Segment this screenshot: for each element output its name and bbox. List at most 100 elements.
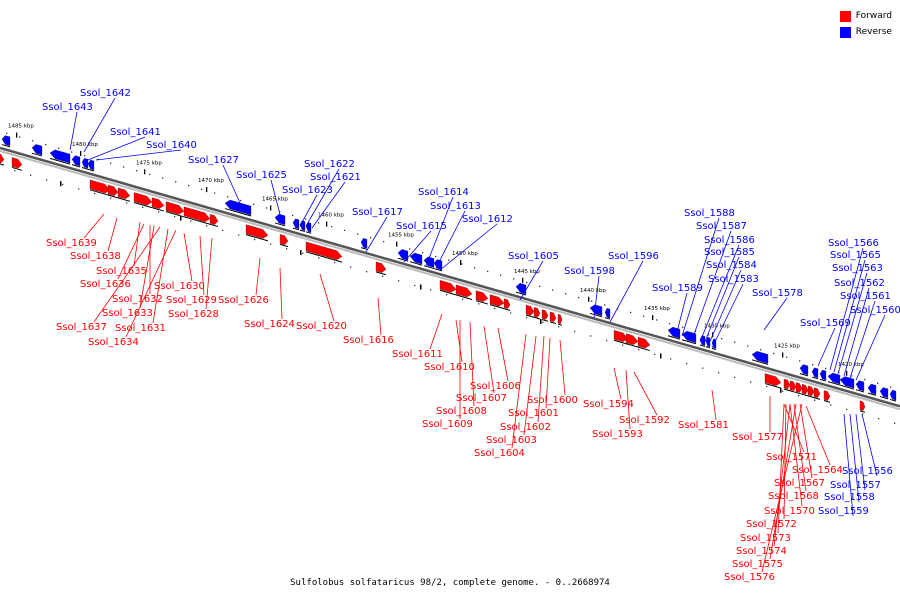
scale-dot <box>734 376 736 378</box>
genome-axis <box>0 146 900 408</box>
legend-reverse: Reverse <box>839 24 892 40</box>
forward-gene-block-shadow <box>245 234 269 242</box>
forward-leader-line <box>537 335 545 423</box>
reverse-gene-block-shadow <box>604 317 611 320</box>
forward-leader-line <box>613 367 622 400</box>
forward-gene-block-shadow <box>439 289 457 296</box>
scale-dot <box>206 225 208 227</box>
reverse-gene-block <box>867 383 877 395</box>
forward-gene-label: Ssol_1600 <box>527 395 578 406</box>
forward-gene-block <box>503 298 511 309</box>
scale-dot <box>350 266 352 268</box>
forward-leader-line <box>152 228 169 324</box>
forward-gene-block-shadow <box>209 223 219 228</box>
reverse-leader-line <box>609 260 644 323</box>
reverse-gene-block-shadow <box>409 261 423 266</box>
reverse-gene-label: Ssol_1566 <box>828 238 879 249</box>
reverse-gene-block <box>87 159 95 171</box>
reverse-gene-block-shadow <box>274 222 286 227</box>
reverse-leader-line <box>69 111 78 151</box>
scale-dot <box>149 173 151 176</box>
scale-label: 1485 kbp <box>8 124 34 130</box>
scale-dot <box>773 352 775 355</box>
forward-gene-label: Ssol_1631 <box>115 323 166 334</box>
forward-gene-block-shadow <box>557 323 563 326</box>
forward-gene-block <box>107 184 119 196</box>
forward-gene-block <box>795 382 803 393</box>
reverse-gene-label: Ssol_1598 <box>564 266 615 277</box>
scale-dot <box>669 323 671 325</box>
scale-dot <box>814 399 816 401</box>
scale-dot <box>721 337 723 340</box>
scale-dot <box>123 166 125 168</box>
forward-leader-line <box>483 325 495 394</box>
reverse-gene-label: Ssol_1589 <box>652 283 703 294</box>
scale-label: 1420 kbp <box>838 362 864 368</box>
scale-dot <box>656 319 658 321</box>
scale-tick <box>588 296 590 302</box>
reverse-gene-block <box>839 376 855 389</box>
forward-gene-block-shadow <box>455 294 473 300</box>
scale-dot <box>830 404 832 406</box>
forward-leader-line <box>711 389 717 421</box>
scale-dot <box>414 284 416 287</box>
scale-label: 1445 kbp <box>514 269 540 275</box>
scale-dot <box>591 300 593 302</box>
scale-tick <box>780 387 782 393</box>
forward-gene-block <box>89 179 111 194</box>
reverse-leader-line <box>270 179 283 223</box>
forward-gene-label: Ssol_1638 <box>70 251 121 262</box>
scale-dot <box>318 257 320 259</box>
scale-dot <box>542 321 544 323</box>
forward-gene-block <box>557 313 563 325</box>
forward-leader-line <box>523 335 537 436</box>
forward-gene-label: Ssol_1629 <box>166 295 217 306</box>
scale-dot <box>110 197 112 199</box>
reverse-gene-label: Ssol_1584 <box>706 260 757 271</box>
genome-axis-shadow <box>0 150 900 411</box>
reverse-leader-line <box>299 194 318 227</box>
scale-dot <box>478 303 480 305</box>
forward-gene-label: Ssol_1568 <box>768 491 819 502</box>
reverse-leader-line <box>425 196 454 267</box>
forward-leader-line <box>183 232 193 282</box>
forward-gene-block <box>455 284 473 298</box>
reverse-leader-line <box>95 149 182 161</box>
scale-dot <box>201 188 203 190</box>
reverse-gene-block <box>827 372 841 385</box>
legend-forward: Forward <box>839 8 892 24</box>
forward-gene-label: Ssol_1628 <box>168 309 219 320</box>
forward-leader-line <box>107 217 118 252</box>
forward-gene-block-shadow <box>859 410 866 413</box>
scale-dot <box>638 349 640 351</box>
forward-gene-block-shadow <box>183 216 211 225</box>
scale-dot <box>46 179 48 181</box>
reverse-gene-block-shadow <box>839 384 855 390</box>
scale-tick <box>270 205 272 211</box>
reverse-gene-block <box>397 249 409 261</box>
forward-gene-label: Ssol_1634 <box>88 337 139 348</box>
scale-dot <box>654 353 656 355</box>
reverse-leader-line <box>855 314 886 381</box>
scale-dot <box>799 360 801 362</box>
scale-dot <box>78 188 80 190</box>
scale-dot <box>877 382 879 384</box>
reverse-gene-block-shadow <box>515 291 527 296</box>
reverse-gene-label: Ssol_1562 <box>834 278 885 289</box>
scale-dot <box>58 147 60 149</box>
forward-gene-block-shadow <box>549 321 557 325</box>
forward-leader-line <box>633 371 658 416</box>
scale-dot <box>253 203 255 205</box>
reverse-gene-block <box>409 252 423 265</box>
forward-leader-line <box>117 223 145 280</box>
forward-gene-block-shadow <box>801 393 809 397</box>
forward-leader-line <box>769 403 797 560</box>
forward-gene-label: Ssol_1616 <box>343 335 394 346</box>
scale-dot <box>622 344 624 346</box>
forward-gene-block <box>789 380 797 391</box>
scale-dot <box>766 385 768 388</box>
reverse-leader-line <box>849 413 860 503</box>
forward-leader-line <box>93 226 161 323</box>
scale-dot <box>357 233 359 235</box>
reverse-gene-label: Ssol_1614 <box>418 187 469 198</box>
